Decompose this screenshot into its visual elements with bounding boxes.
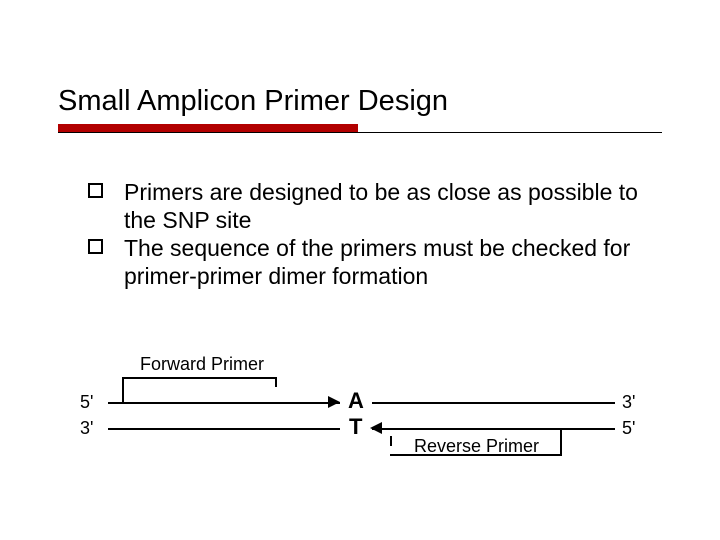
title-underline xyxy=(58,124,662,132)
bullet-text: The sequence of the primers must be chec… xyxy=(124,235,630,289)
snp-top-base: A xyxy=(348,388,364,414)
bullet-text: Primers are designed to be as close as p… xyxy=(124,179,638,233)
snp-bottom-base: T xyxy=(349,414,362,440)
primer-diagram: Forward Primer 5' 3' 3' 5' A T Reverse P… xyxy=(80,362,640,472)
slide-title: Small Amplicon Primer Design xyxy=(58,85,662,118)
bottom-strand-left xyxy=(108,428,340,430)
title-thin-line xyxy=(58,132,662,133)
rev-bracket-left-tick xyxy=(390,436,392,446)
top-strand-left xyxy=(108,402,340,404)
bullet-item: The sequence of the primers must be chec… xyxy=(88,234,662,290)
top-strand-right xyxy=(372,402,615,404)
square-bullet-icon xyxy=(88,239,103,254)
fwd-bracket-right-tick xyxy=(275,377,277,387)
bullet-item: Primers are designed to be as close as p… xyxy=(88,178,662,234)
five-prime-left: 5' xyxy=(80,392,93,413)
reverse-primer-label: Reverse Primer xyxy=(414,436,539,457)
title-red-bar xyxy=(58,124,358,132)
square-bullet-icon xyxy=(88,183,103,198)
reverse-arrow-icon xyxy=(370,422,382,434)
forward-primer-label: Forward Primer xyxy=(140,354,264,375)
bottom-strand-right xyxy=(372,428,615,430)
rev-bracket-right-tick xyxy=(560,429,562,456)
three-prime-left: 3' xyxy=(80,418,93,439)
five-prime-right: 5' xyxy=(622,418,635,439)
forward-arrow-icon xyxy=(328,396,340,408)
fwd-bracket-left-tick xyxy=(122,377,124,402)
bullet-list: Primers are designed to be as close as p… xyxy=(58,178,662,290)
fwd-bracket-top xyxy=(122,377,275,379)
three-prime-right: 3' xyxy=(622,392,635,413)
